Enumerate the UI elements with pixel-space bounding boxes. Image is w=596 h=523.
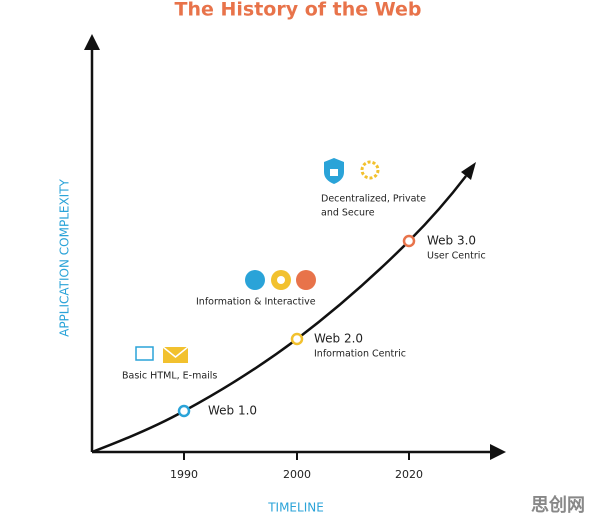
camera-lens [277, 276, 285, 284]
chip-icon [360, 160, 380, 180]
feature-caption: Information & Interactive [196, 297, 316, 308]
x-arrow [490, 444, 506, 460]
html-icon [135, 346, 154, 361]
x-axis-label: TIMELINE [267, 501, 324, 515]
title: The History of the Web [174, 0, 421, 21]
milestone-description: Information Centric [314, 349, 406, 360]
lock-icon [330, 169, 338, 176]
tick-label: 1990 [170, 468, 198, 481]
milestone-dot [177, 404, 191, 418]
milestone-label: Web 3.0 [427, 234, 476, 248]
milestone-description: User Centric [427, 251, 486, 262]
milestone-label: Web 1.0 [208, 404, 257, 418]
mail-icon [163, 347, 188, 363]
bird-icon [296, 270, 316, 290]
milestone-dot [402, 234, 416, 248]
milestone-label: Web 2.0 [314, 332, 363, 346]
feature-caption: Basic HTML, E-mails [122, 371, 217, 382]
milestone-dot [290, 332, 304, 346]
feature-caption: Decentralized, Private [321, 194, 426, 205]
y-arrow [84, 34, 100, 50]
tick-label: 2000 [283, 468, 311, 481]
mail-flap [162, 346, 189, 358]
y-axis-label: APPLICATION COMPLEXITY [58, 178, 72, 336]
curve-arrow [461, 162, 476, 180]
video-icon [245, 270, 265, 290]
growth-curve [91, 175, 467, 454]
tick-label: 2020 [395, 468, 423, 481]
watermark: 思创网 [531, 494, 585, 516]
feature-caption: and Secure [321, 208, 375, 219]
